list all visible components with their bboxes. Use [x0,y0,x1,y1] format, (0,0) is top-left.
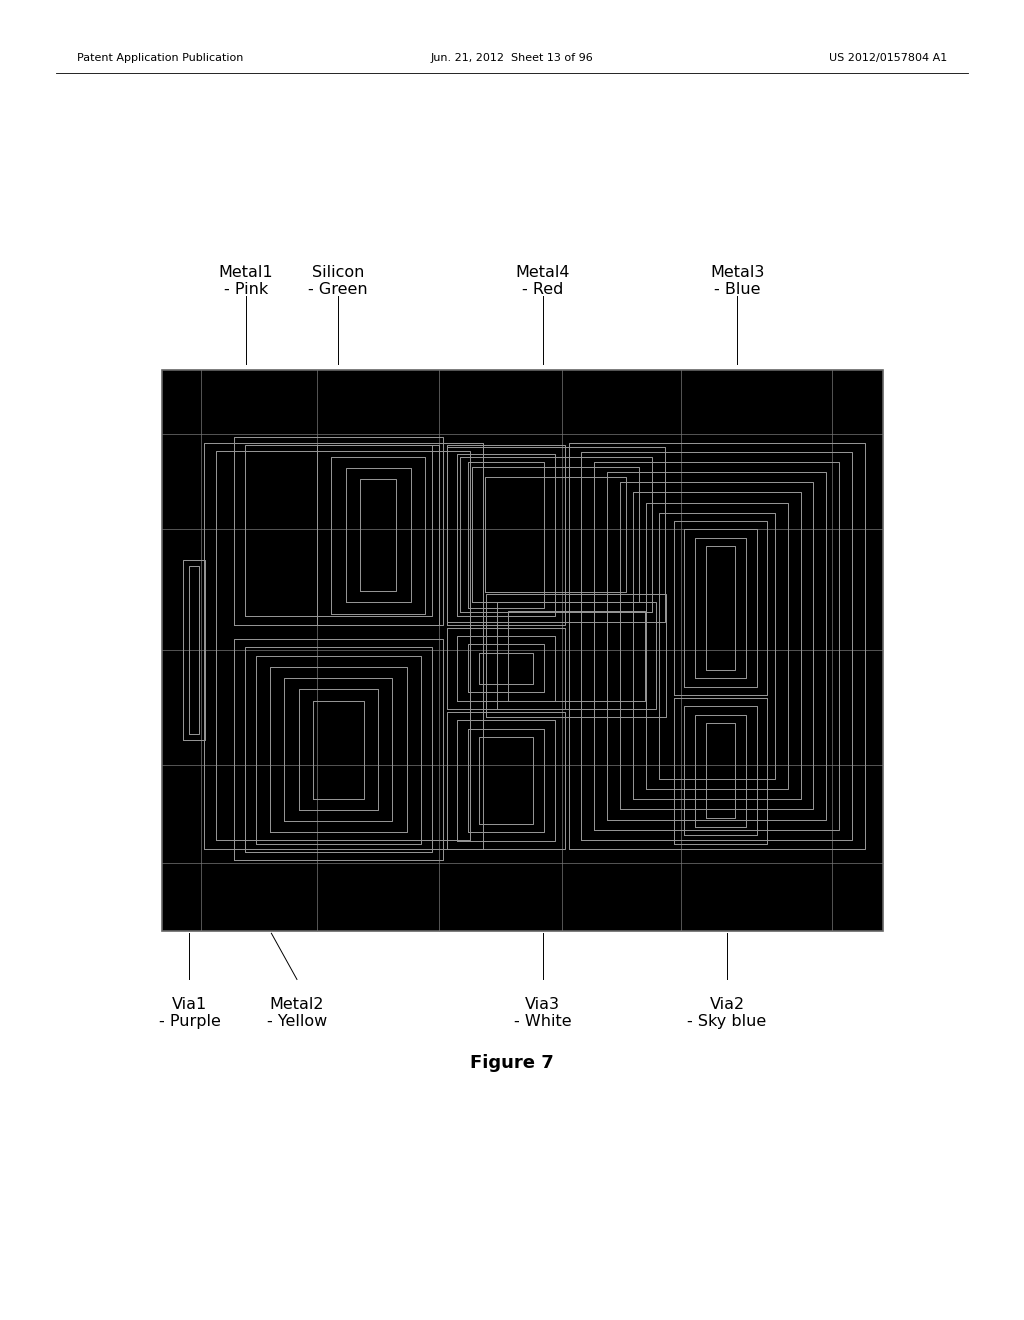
Text: Figure 7: Figure 7 [470,1053,554,1072]
Text: Via3
- White: Via3 - White [514,997,571,1030]
Text: Metal3
- Blue: Metal3 - Blue [710,264,765,297]
Text: Metal2
- Yellow: Metal2 - Yellow [267,997,327,1030]
Text: Metal4
- Red: Metal4 - Red [515,264,570,297]
Text: Patent Application Publication: Patent Application Publication [77,53,243,63]
Text: Via2
- Sky blue: Via2 - Sky blue [687,997,767,1030]
Bar [162,370,883,931]
Text: US 2012/0157804 A1: US 2012/0157804 A1 [829,53,947,63]
Text: Silicon
- Green: Silicon - Green [308,264,368,297]
Text: Metal1
- Pink: Metal1 - Pink [218,264,273,297]
Text: Via1
- Purple: Via1 - Purple [159,997,220,1030]
Text: Jun. 21, 2012  Sheet 13 of 96: Jun. 21, 2012 Sheet 13 of 96 [431,53,593,63]
